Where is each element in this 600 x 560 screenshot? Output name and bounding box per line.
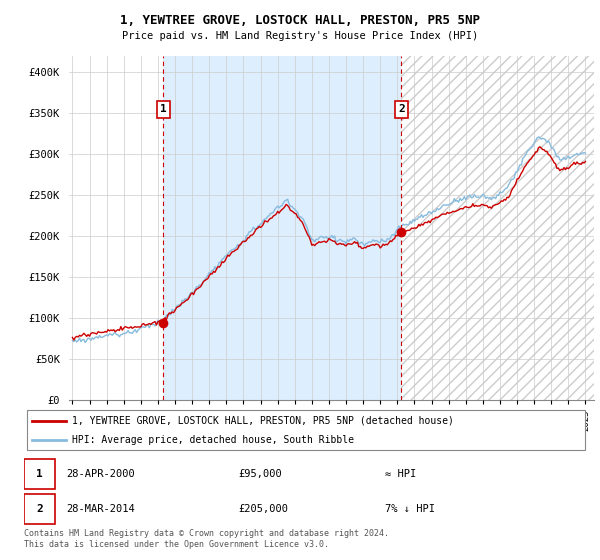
Text: 1: 1 (37, 469, 43, 479)
Text: 28-APR-2000: 28-APR-2000 (66, 469, 135, 479)
Text: Price paid vs. HM Land Registry's House Price Index (HPI): Price paid vs. HM Land Registry's House … (122, 31, 478, 41)
Bar (401, 56, 594, 400)
Text: 2: 2 (398, 104, 405, 114)
FancyBboxPatch shape (27, 410, 585, 450)
Bar (401, 56, 594, 400)
Text: 1, YEWTREE GROVE, LOSTOCK HALL, PRESTON, PR5 5NP (detached house): 1, YEWTREE GROVE, LOSTOCK HALL, PRESTON,… (72, 416, 454, 426)
Bar (163, 56, 401, 400)
Text: £95,000: £95,000 (238, 469, 282, 479)
Text: HPI: Average price, detached house, South Ribble: HPI: Average price, detached house, Sout… (72, 435, 354, 445)
FancyBboxPatch shape (24, 494, 55, 524)
Text: ≈ HPI: ≈ HPI (385, 469, 416, 479)
Text: Contains HM Land Registry data © Crown copyright and database right 2024.
This d: Contains HM Land Registry data © Crown c… (24, 529, 389, 549)
Text: 7% ↓ HPI: 7% ↓ HPI (385, 504, 435, 514)
Text: £205,000: £205,000 (238, 504, 289, 514)
FancyBboxPatch shape (24, 459, 55, 488)
Text: 1, YEWTREE GROVE, LOSTOCK HALL, PRESTON, PR5 5NP: 1, YEWTREE GROVE, LOSTOCK HALL, PRESTON,… (120, 14, 480, 27)
Text: 1: 1 (160, 104, 167, 114)
Text: 2: 2 (37, 504, 43, 514)
Text: 28-MAR-2014: 28-MAR-2014 (66, 504, 135, 514)
